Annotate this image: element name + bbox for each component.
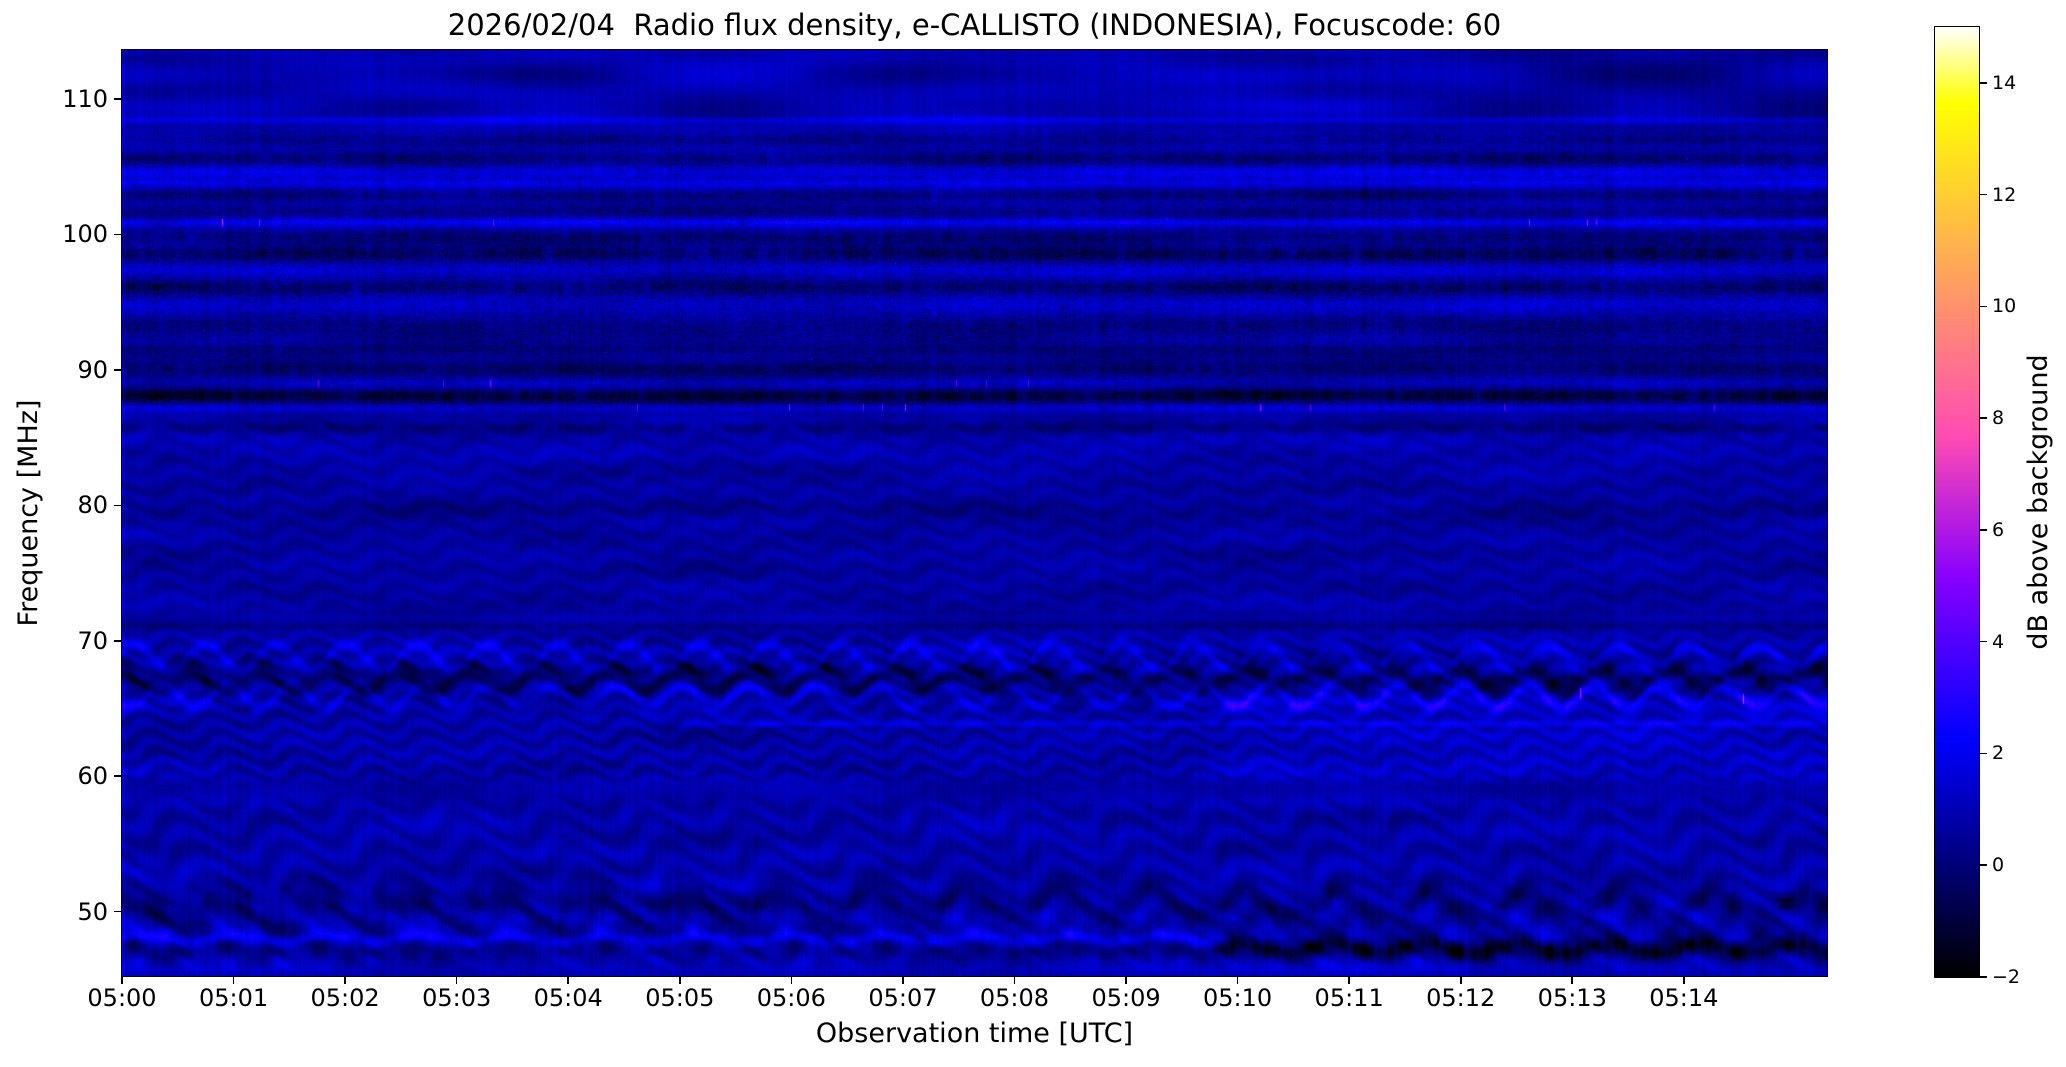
x-tick [1125,977,1127,984]
x-tick-label: 05:13 [1537,984,1607,1012]
y-tick-label: 80 [77,491,108,520]
y-tick-label: 100 [62,220,108,249]
x-axis-label: Observation time [UTC] [815,1018,1134,1049]
y-tick-label: 70 [77,626,108,655]
x-tick [344,977,346,984]
x-tick-label: 05:01 [198,984,269,1012]
x-tick-label: 05:14 [1649,984,1719,1012]
y-tick [114,910,121,913]
x-tick-label: 05:03 [422,984,492,1012]
x-tick [1683,977,1685,984]
x-tick [232,977,235,984]
plot-area [121,49,1828,977]
x-tick [1459,977,1462,984]
x-tick [1013,977,1016,984]
x-tick [121,977,123,984]
colorbar-tick [1980,752,1987,755]
x-tick-label: 05:05 [645,984,715,1012]
y-axis-label: Frequency [MHz] [13,399,44,627]
colorbar-tick [1980,193,1987,196]
x-tick-label: 05:08 [979,984,1050,1012]
x-tick-label: 05:07 [868,984,938,1012]
y-tick-label: 90 [77,355,108,384]
x-tick [567,977,570,984]
x-tick-label: 05:10 [1203,984,1273,1012]
x-tick-label: 05:11 [1314,984,1384,1012]
colorbar-tick-label: −2 [1992,966,2021,988]
colorbar-tick [1980,640,1987,643]
y-tick-label: 60 [77,762,108,791]
y-tick [114,775,121,778]
colorbar-tick [1980,529,1987,531]
y-tick [114,504,121,507]
y-tick [114,233,121,236]
colorbar-tick-label: 14 [1992,71,2017,94]
y-tick [114,639,121,642]
colorbar-tick-label: 4 [1992,630,2005,653]
y-tick-label: 110 [62,85,108,114]
x-tick [902,977,904,984]
x-tick-label: 05:06 [756,984,826,1012]
x-tick-label: 05:12 [1426,984,1496,1012]
x-tick [1348,977,1350,984]
y-tick [114,98,121,100]
x-tick [1571,977,1574,984]
colorbar-tick-label: 8 [1992,407,2005,430]
x-tick [678,977,681,984]
y-tick [114,369,121,371]
x-tick-label: 05:04 [533,984,603,1012]
x-tick [455,977,458,984]
colorbar-tick [1980,864,1987,867]
colorbar-tick [1980,305,1987,308]
x-tick-label: 05:00 [87,984,157,1012]
x-tick [1236,977,1239,984]
colorbar-tick-label: 2 [1992,742,2005,765]
colorbar-canvas [1935,27,1979,977]
colorbar-tick-label: 12 [1992,183,2017,206]
chart-title: 2026/02/04 Radio flux density, e-CALLIST… [447,8,1502,42]
colorbar-tick [1980,417,1987,419]
spectrogram-canvas [122,50,1827,976]
x-tick-label: 05:09 [1091,984,1161,1012]
colorbar [1934,26,1980,978]
colorbar-tick [1980,82,1987,84]
colorbar-tick-label: 0 [1992,854,2005,877]
y-tick-label: 50 [77,897,108,926]
x-tick-label: 05:02 [310,984,380,1012]
colorbar-label: dB above background [2023,354,2054,650]
x-tick [790,977,793,984]
colorbar-tick-label: 10 [1992,295,2017,318]
colorbar-tick-label: 6 [1992,518,2005,541]
colorbar-tick [1980,976,1987,978]
